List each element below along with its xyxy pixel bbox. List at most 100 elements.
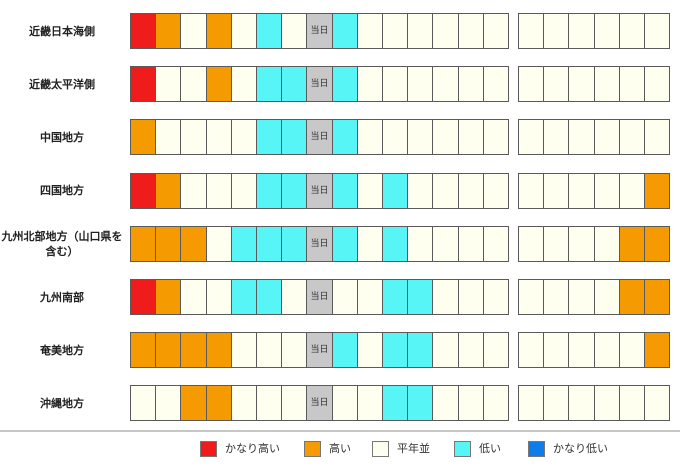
forecast-cell bbox=[593, 119, 620, 156]
today-cell bbox=[306, 332, 333, 369]
forecast-cell bbox=[382, 119, 409, 156]
forecast-cell bbox=[568, 172, 595, 209]
forecast-cell bbox=[180, 279, 207, 315]
forecast-cell bbox=[432, 385, 459, 422]
forecast-cell bbox=[130, 385, 157, 422]
forecast-cell bbox=[180, 119, 207, 156]
forecast-cell bbox=[407, 225, 434, 262]
forecast-cell bbox=[356, 385, 383, 422]
forecast-cell bbox=[432, 13, 459, 49]
forecast-cell bbox=[407, 66, 434, 103]
today-cell bbox=[306, 13, 333, 49]
forecast-cell bbox=[593, 385, 620, 422]
forecast-cell bbox=[281, 332, 308, 369]
forecast-cell bbox=[407, 172, 434, 209]
forecast-cell bbox=[407, 332, 434, 369]
forecast-cell bbox=[155, 13, 182, 49]
forecast-cell bbox=[331, 13, 358, 49]
forecast-cell bbox=[457, 13, 484, 49]
forecast-cell bbox=[518, 279, 545, 315]
region-label: 近畿太平洋側 bbox=[29, 77, 95, 91]
forecast-cell bbox=[180, 13, 207, 49]
forecast-cell bbox=[457, 119, 484, 156]
legend-swatch bbox=[528, 441, 545, 457]
forecast-cell bbox=[230, 385, 257, 422]
forecast-cell bbox=[331, 332, 358, 369]
forecast-cell bbox=[155, 172, 182, 209]
forecast-cell bbox=[256, 172, 283, 209]
legend-label: かなり低い bbox=[553, 442, 608, 455]
forecast-cell bbox=[205, 119, 232, 156]
forecast-cell bbox=[356, 332, 383, 369]
forecast-cell bbox=[155, 279, 182, 315]
forecast-cell bbox=[205, 172, 232, 209]
forecast-cell bbox=[593, 332, 620, 369]
forecast-cell bbox=[407, 385, 434, 422]
forecast-cell bbox=[180, 66, 207, 103]
forecast-cell bbox=[180, 225, 207, 262]
forecast-cell bbox=[518, 13, 545, 49]
forecast-cell bbox=[155, 385, 182, 422]
forecast-cell bbox=[543, 385, 570, 422]
forecast-cell bbox=[230, 119, 257, 156]
forecast-cell bbox=[230, 279, 257, 315]
forecast-cell bbox=[180, 332, 207, 369]
forecast-cell bbox=[281, 172, 308, 209]
forecast-cell bbox=[180, 172, 207, 209]
forecast-cell bbox=[382, 13, 409, 49]
forecast-cell bbox=[457, 385, 484, 422]
forecast-cell bbox=[382, 332, 409, 369]
forecast-cell bbox=[382, 279, 409, 315]
forecast-cell bbox=[482, 279, 509, 315]
today-cell bbox=[306, 66, 333, 103]
forecast-cell bbox=[518, 385, 545, 422]
legend-swatch bbox=[454, 441, 471, 457]
forecast-cell bbox=[568, 66, 595, 103]
forecast-cell bbox=[568, 385, 595, 422]
forecast-cell bbox=[644, 66, 671, 103]
forecast-cell bbox=[518, 172, 545, 209]
forecast-cell bbox=[457, 279, 484, 315]
forecast-cell bbox=[256, 279, 283, 315]
forecast-cell bbox=[618, 279, 645, 315]
forecast-cell bbox=[482, 172, 509, 209]
forecast-cell bbox=[482, 119, 509, 156]
forecast-cell bbox=[432, 119, 459, 156]
forecast-cell bbox=[543, 119, 570, 156]
forecast-cell bbox=[155, 119, 182, 156]
forecast-cell bbox=[518, 225, 545, 262]
forecast-cell bbox=[482, 13, 509, 49]
forecast-cell bbox=[593, 172, 620, 209]
forecast-cell bbox=[482, 225, 509, 262]
legend-label: 高い bbox=[329, 442, 351, 455]
forecast-cell bbox=[644, 279, 671, 315]
region-label: 近畿日本海側 bbox=[29, 24, 95, 38]
forecast-cell bbox=[644, 119, 671, 156]
forecast-cell bbox=[432, 225, 459, 262]
forecast-cell bbox=[457, 172, 484, 209]
forecast-cell bbox=[205, 66, 232, 103]
region-label: 九州南部 bbox=[40, 290, 84, 304]
forecast-cell bbox=[543, 332, 570, 369]
forecast-cell bbox=[543, 279, 570, 315]
forecast-cell bbox=[230, 172, 257, 209]
forecast-cell bbox=[432, 66, 459, 103]
forecast-cell bbox=[356, 119, 383, 156]
forecast-cell bbox=[407, 13, 434, 49]
forecast-cell bbox=[205, 225, 232, 262]
forecast-cell bbox=[593, 66, 620, 103]
forecast-cell bbox=[568, 13, 595, 49]
forecast-cell bbox=[407, 119, 434, 156]
forecast-cell bbox=[205, 279, 232, 315]
forecast-cell bbox=[543, 66, 570, 103]
legend-swatch bbox=[200, 441, 217, 457]
forecast-cell bbox=[281, 119, 308, 156]
forecast-cell bbox=[130, 225, 157, 262]
forecast-cell bbox=[356, 172, 383, 209]
region-label: 中国地方 bbox=[40, 130, 84, 144]
forecast-cell bbox=[281, 66, 308, 103]
forecast-cell bbox=[568, 279, 595, 315]
forecast-cell bbox=[356, 279, 383, 315]
today-cell bbox=[306, 172, 333, 209]
forecast-cell bbox=[356, 225, 383, 262]
